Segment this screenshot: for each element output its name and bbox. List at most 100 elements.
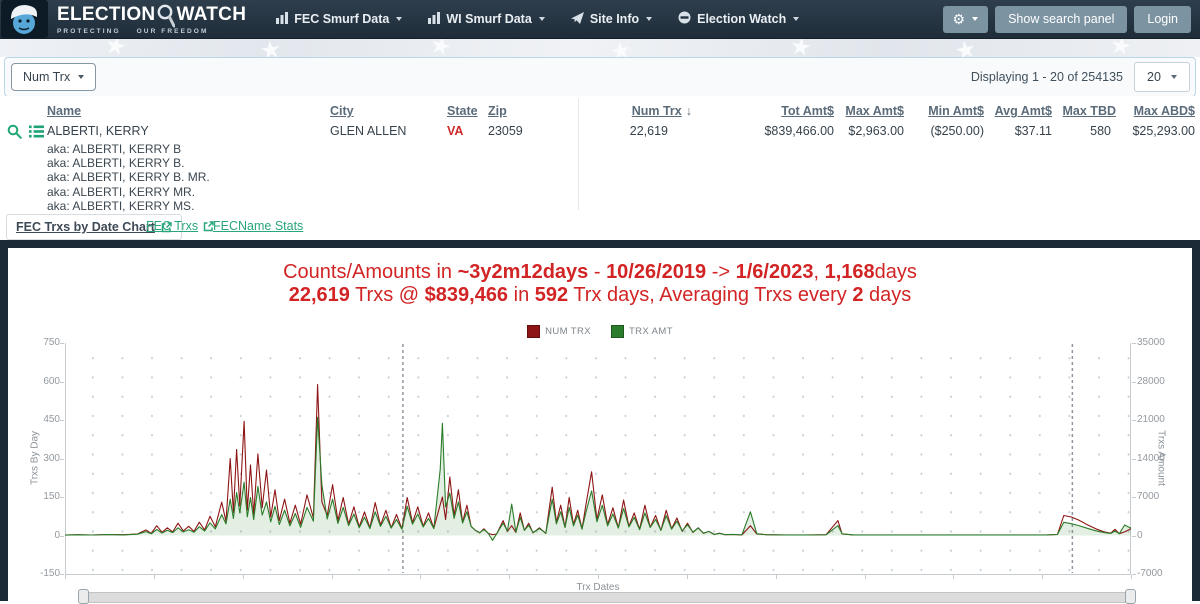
column-header-max-abd-[interactable]: Max ABD$	[1133, 104, 1195, 118]
column-header-min-amt-[interactable]: Min Amt$	[928, 104, 984, 118]
time-series-plot	[64, 340, 1132, 576]
flag-star-decoration: ★	[607, 38, 634, 57]
nav-item-label: Site Info	[589, 12, 640, 26]
row-search-icon[interactable]	[7, 124, 22, 139]
series-canvas	[64, 343, 1132, 575]
magnifier-logo-icon	[158, 4, 176, 28]
results-toolbar: Num Trx Displaying 1 - 20 of 254135 20	[4, 57, 1196, 97]
column-divider	[578, 98, 579, 210]
nav-item-label: Election Watch	[697, 12, 787, 26]
nav-actions: ⚙ Show search panel Login	[942, 5, 1191, 33]
legend-swatch	[527, 325, 541, 338]
fecname-stats-link[interactable]: FECName Stats	[213, 219, 304, 233]
minus-circle-icon	[678, 11, 691, 27]
flag-star-decoration: ★	[426, 38, 455, 57]
x-axis-title: Trx Dates	[576, 582, 620, 593]
cell-zip: 23059	[488, 124, 523, 138]
chart-frame: Counts/Amounts in ~3y2m12days - 10/26/20…	[0, 240, 1200, 604]
chevron-down-icon	[538, 17, 545, 21]
legend-item-trx-amt[interactable]: TRX AMT	[610, 325, 673, 338]
smurf-logo-image[interactable]	[0, 0, 49, 38]
nav-item-election-watch[interactable]: Election Watch	[678, 11, 800, 27]
right-axis-tick: -7000	[1137, 568, 1163, 579]
cell-avg-amt: $37.11	[1014, 124, 1052, 138]
range-handle-left[interactable]	[78, 589, 89, 604]
column-header-state[interactable]: State	[447, 104, 478, 118]
displaying-count-label: Displaying 1 - 20 of 254135	[970, 70, 1123, 84]
column-header-zip[interactable]: Zip	[488, 104, 507, 118]
flag-star-decoration: ★	[788, 38, 814, 57]
right-axis-tick: 0	[1137, 529, 1143, 541]
column-header-max-amt-[interactable]: Max Amt$	[845, 104, 904, 118]
aka-name: aka: ALBERTI, KERRY B. MR.	[47, 170, 210, 185]
cell-max-amt: $2,963.00	[848, 124, 904, 138]
chevron-down-icon	[396, 17, 403, 21]
tab-fec-trxs-by-date-chart[interactable]: FEC Trxs by Date Chart	[6, 214, 182, 240]
fec-trxs-link[interactable]: FEC Trxs	[146, 219, 214, 233]
detail-links-row: FEC Trxs by Date Chart FEC Trxs FECName …	[0, 214, 1200, 240]
gear-icon: ⚙	[952, 11, 966, 27]
paper-plane-icon	[570, 11, 584, 27]
nav-item-label: WI Smurf Data	[446, 12, 532, 26]
bar-chart-icon	[276, 11, 289, 27]
chevron-down-icon	[793, 17, 800, 21]
num-trx-series	[64, 384, 1132, 536]
column-header-avg-amt-[interactable]: Avg Amt$	[994, 104, 1052, 118]
right-axis-tick: 14000	[1137, 452, 1165, 464]
chart-panel: Counts/Amounts in ~3y2m12days - 10/26/20…	[8, 248, 1192, 604]
legend-swatch	[610, 325, 624, 338]
nav-item-site-info[interactable]: Site Info	[570, 11, 653, 27]
left-axis-tick: 0	[54, 529, 60, 541]
fec-trxs-by-date-chart-link[interactable]: FEC Trxs by Date Chart	[16, 220, 155, 234]
flag-star-decoration: ★	[952, 38, 980, 57]
aka-name: aka: ALBERTI, KERRY B.	[47, 156, 185, 171]
page-size-select[interactable]: 20	[1134, 62, 1190, 92]
right-axis-tick: 28000	[1137, 375, 1165, 387]
cell-city: GLEN ALLEN	[330, 124, 407, 138]
chevron-down-icon	[972, 17, 979, 21]
aka-name: aka: ALBERTI, KERRY MS.	[47, 198, 195, 213]
chart-range-scrollbar[interactable]	[80, 592, 1130, 603]
row-list-details-icon[interactable]	[29, 124, 44, 139]
left-axis-tick: 450	[43, 414, 60, 425]
left-axis-tick: 600	[43, 375, 60, 387]
cell-name: ALBERTI, KERRY	[47, 124, 149, 138]
column-header-name[interactable]: Name	[47, 104, 82, 118]
range-handle-right[interactable]	[1125, 589, 1136, 604]
right-axis-tick: 21000	[1137, 414, 1165, 425]
sort-field-button[interactable]: Num Trx	[11, 63, 97, 91]
left-axis-tick: -150	[39, 568, 60, 579]
flag-star-decoration: ★	[102, 38, 130, 57]
nav-item-wi-smurf-data[interactable]: WI Smurf Data	[428, 11, 545, 27]
cell-max-tbd: 580	[1090, 124, 1111, 138]
nav-item-fec-smurf-data[interactable]: FEC Smurf Data	[276, 11, 403, 27]
cell-min-amt: ($250.00)	[930, 124, 984, 138]
external-link-icon	[203, 220, 214, 231]
cell-max-abd: $25,293.00	[1132, 124, 1195, 138]
trx-amt-series	[64, 416, 1132, 541]
external-link-icon	[161, 221, 172, 232]
brand-title-right: WATCH	[176, 4, 247, 26]
column-header-max-tbd[interactable]: Max TBD	[1062, 104, 1116, 118]
chevron-down-icon	[78, 75, 85, 79]
left-axis-tick: 150	[43, 491, 60, 502]
column-header-num-trx[interactable]: Num Trx ↓	[631, 104, 692, 118]
chart-legend: NUM TRX TRX AMT	[8, 325, 1192, 338]
left-axis-tick: 300	[43, 452, 60, 464]
column-header-city[interactable]: City	[330, 104, 354, 118]
cell-tot-amt: $839,466.00	[764, 124, 834, 138]
cell-num-trx: 22,619	[629, 124, 668, 138]
brand: ELECTION WATCH PROTECTING OUR FREEDOM	[57, 3, 246, 36]
brand-tagline: PROTECTING OUR FREEDOM	[57, 27, 209, 35]
login-button[interactable]: Login	[1134, 5, 1191, 33]
results-table: Name City State Zip Num Trx ↓ Tot Amt$ Max Amt$…	[0, 96, 1200, 214]
legend-item-num-trx[interactable]: NUM TRX	[527, 325, 591, 338]
nav-menu: FEC Smurf Data WI Smurf Data Site Info Elec…	[276, 11, 800, 27]
nav-item-label: FEC Smurf Data	[294, 12, 390, 26]
right-axis-tick: 35000	[1137, 337, 1165, 348]
settings-gear-button[interactable]: ⚙	[942, 5, 989, 33]
show-search-panel-button[interactable]: Show search panel	[995, 5, 1128, 33]
sort-descending-icon: ↓	[685, 104, 692, 118]
column-header-tot-amt-[interactable]: Tot Amt$	[781, 104, 834, 118]
